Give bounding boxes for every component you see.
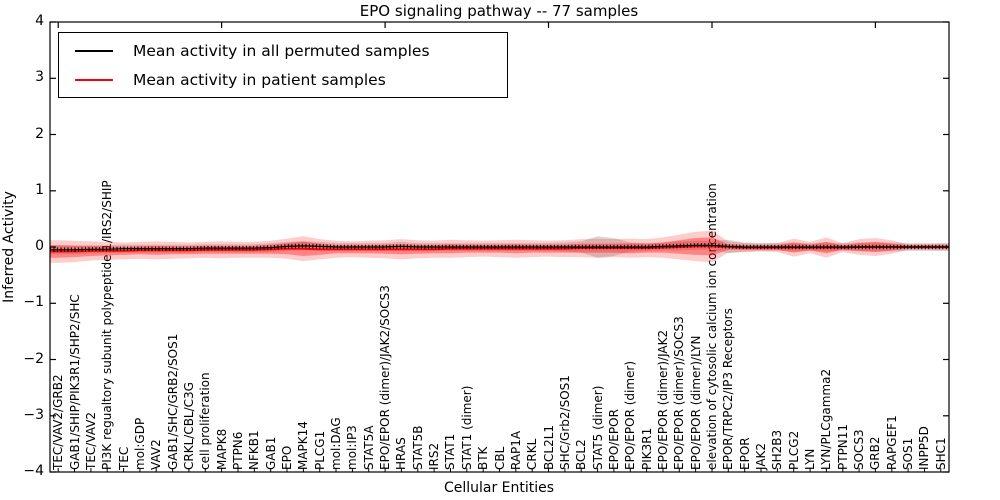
- x-category-label: LYN: [803, 448, 818, 470]
- x-category-label: EPOR/TRPC2/IP3 Receptors: [721, 308, 736, 470]
- x-category-label: elevation of cytosolic calcium ion conce…: [704, 183, 719, 470]
- x-category-label: PTPN11: [835, 423, 850, 470]
- x-category-label: EPO: [280, 445, 294, 470]
- x-category-label: cell proliferation: [198, 372, 213, 470]
- x-category-label: EPO/EPOR (dimer)/LYN: [688, 335, 703, 470]
- y-tick-label: −2: [23, 350, 44, 367]
- x-category-label: VAV2: [149, 439, 164, 470]
- x-category-label: RAP1A: [508, 430, 523, 470]
- x-axis-label: Cellular Entities: [443, 480, 555, 496]
- x-category-label: PLCG2: [786, 430, 801, 470]
- x-category-label: NFKB1: [247, 430, 262, 470]
- y-tick-label: 1: [35, 181, 44, 198]
- x-category-label: GAB1/SHIP/PIK3R1/SHP2/SHC: [67, 294, 82, 470]
- x-category-label: SHC/Grb2/SOS1: [557, 375, 572, 470]
- x-category-label: JAK2: [754, 442, 769, 470]
- x-category-label: SHC1: [933, 437, 948, 470]
- y-tick-label: 0: [35, 238, 44, 254]
- x-category-label: GAB1: [263, 436, 278, 470]
- x-category-label: TEC: [116, 446, 131, 470]
- x-category-label: STAT5 (dimer): [590, 385, 605, 470]
- x-category-label: EPO/EPOR (dimer)/SOCS3: [672, 316, 687, 470]
- x-category-label: EPOR: [737, 437, 752, 470]
- x-category-label: mol:DAG: [329, 417, 344, 470]
- x-category-label: PLCG1: [312, 430, 327, 470]
- x-category-label: EPO/EPOR: [606, 409, 621, 470]
- y-tick-label: 2: [35, 125, 44, 142]
- x-category-label: SOCS3: [852, 429, 867, 470]
- x-category-label: CRKL/CBL/C3G: [181, 382, 196, 470]
- x-category-label: BTK: [476, 446, 491, 470]
- x-category-label: EPO/EPOR (dimer)/JAK2/SOCS3: [378, 285, 393, 470]
- x-category-label: RAPGEF1: [884, 415, 899, 470]
- x-category-label: mol:GDP: [132, 417, 147, 470]
- y-tick-label: 3: [35, 69, 44, 86]
- y-tick-label: 4: [35, 13, 44, 29]
- x-category-label: GRB2: [868, 436, 883, 470]
- legend-line-black: [75, 49, 113, 52]
- y-tick-label: −3: [23, 406, 44, 423]
- x-category-label: STAT5B: [410, 425, 425, 471]
- y-tick-label: −4: [23, 463, 44, 479]
- legend-entry-permuted: Mean activity in all permuted samples: [59, 36, 507, 65]
- x-category-label: GAB1/SHC/GRB2/SOS1: [165, 333, 180, 470]
- x-category-label: STAT1: [443, 433, 458, 470]
- x-category-label: PTPN6: [230, 431, 245, 470]
- x-category-label: LYN/PLCgamma2: [819, 368, 834, 470]
- x-category-label: EPO/EPOR (dimer): [623, 360, 638, 470]
- x-category-label: TEC/VAV2: [83, 411, 98, 470]
- x-category-label: TEC/VAV2/GRB2: [51, 374, 66, 470]
- x-category-label: PI3K regualtory subunit polypeptide 1/IR…: [100, 180, 115, 470]
- legend-label: Mean activity in patient samples: [133, 70, 386, 89]
- x-category-label: SH2B3: [770, 429, 785, 470]
- x-category-label: CBL: [492, 446, 507, 470]
- legend-entry-patient: Mean activity in patient samples: [59, 65, 507, 94]
- y-tick-label: −1: [23, 294, 44, 311]
- x-category-label: mol:IP3: [345, 425, 360, 470]
- x-category-label: SOS1: [901, 437, 916, 470]
- chart-title: EPO signaling pathway -- 77 samples: [359, 2, 639, 20]
- x-category-label: PIK3R1: [639, 427, 654, 470]
- x-category-label: INPP5D: [917, 426, 932, 470]
- x-category-label: STAT5A: [361, 425, 376, 470]
- x-category-label: STAT1 (dimer): [459, 385, 474, 470]
- x-category-label: BCL2: [574, 439, 589, 470]
- x-category-label: EPO/EPOR (dimer)/JAK2: [655, 329, 670, 470]
- legend-line-red: [75, 78, 113, 81]
- x-category-label: BCL2L1: [541, 424, 556, 470]
- x-category-label: MAPK14: [296, 421, 311, 470]
- x-category-label: CRKL: [525, 438, 540, 470]
- legend: Mean activity in all permuted samples Me…: [58, 32, 508, 98]
- x-category-label: MAPK8: [214, 428, 229, 470]
- legend-label: Mean activity in all permuted samples: [133, 41, 430, 60]
- x-category-label: IRS2: [427, 442, 442, 470]
- x-category-label: HRAS: [394, 437, 409, 470]
